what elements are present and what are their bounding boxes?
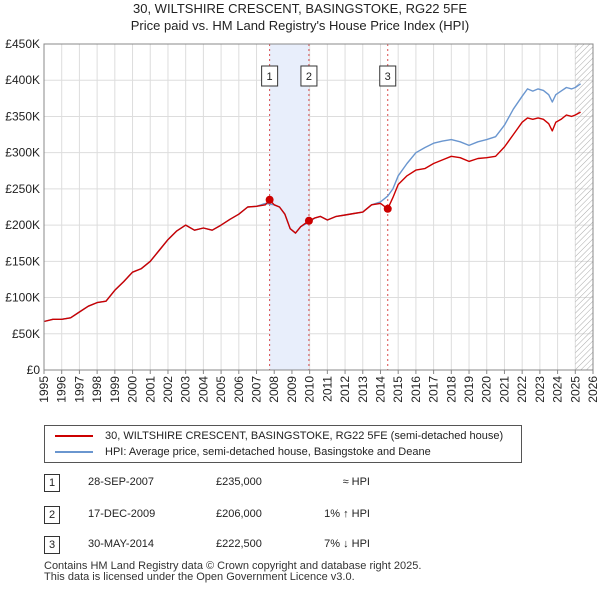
sale-label: 3: [385, 71, 391, 83]
legend-label-hpi: HPI: Average price, semi-detached house,…: [105, 446, 431, 458]
x-tick-label: 2011: [320, 376, 334, 402]
x-tick-label: 2020: [480, 376, 494, 403]
legend-item-price: 30, WILTSHIRE CRESCENT, BASINGSTOKE, RG2…: [55, 430, 503, 442]
sale-point: [265, 195, 274, 204]
transaction-date: 17-DEC-2009: [88, 508, 156, 520]
x-tick-label: 2009: [285, 376, 299, 403]
y-tick-label: £450K: [5, 37, 40, 51]
transaction-number: 2: [44, 506, 60, 524]
y-tick-label: £250K: [5, 182, 40, 196]
footer: Contains HM Land Registry data © Crown c…: [44, 561, 421, 583]
sale-label-box: [261, 65, 279, 87]
sale-label-box: [379, 65, 397, 87]
x-tick-label: 2007: [250, 376, 264, 403]
transaction-row: 3 30-MAY-2014 £222,500 7% ↓ HPI: [0, 536, 600, 554]
x-tick-label: 2000: [126, 376, 140, 403]
x-tick-label: 2004: [196, 376, 210, 403]
transaction-date: 28-SEP-2007: [88, 476, 155, 488]
y-tick-label: £100K: [5, 291, 40, 305]
x-tick-label: 2019: [462, 376, 476, 403]
x-tick-label: 2002: [161, 376, 175, 403]
price-paid-line: [43, 111, 581, 323]
x-tick-label: 2013: [356, 376, 370, 403]
footer-licence: This data is licensed under the Open Gov…: [44, 571, 355, 583]
transaction-number: 3: [44, 536, 60, 554]
x-tick-label: 2024: [551, 376, 565, 403]
plot-frame: [43, 43, 594, 371]
x-tick-label: 2014: [373, 376, 387, 403]
transaction-hpi: 1% ↑ HPI: [324, 508, 370, 520]
x-tick-label: 1996: [55, 376, 69, 403]
x-tick-label: 2012: [338, 376, 352, 403]
transaction-price: £206,000: [216, 508, 262, 520]
x-tick-label: 2010: [303, 376, 317, 403]
x-tick-label: 2005: [214, 376, 228, 403]
legend-swatch-price: [55, 435, 93, 438]
sale-label-box: [300, 65, 318, 87]
transaction-price: £222,500: [216, 538, 262, 550]
y-tick-label: £350K: [5, 109, 40, 123]
x-tick-label: 2021: [497, 376, 511, 403]
chart-subtitle: Price paid vs. HM Land Registry's House …: [130, 18, 470, 33]
transaction-date: 30-MAY-2014: [88, 538, 155, 550]
transaction-row: 1 28-SEP-2007 £235,000 ≈ HPI: [0, 474, 600, 492]
x-tick-label: 2001: [143, 376, 157, 403]
forecast-hatch: [575, 44, 593, 370]
y-tick-label: £150K: [5, 254, 40, 268]
transaction-number: 1: [44, 474, 60, 492]
legend-label-price: 30, WILTSHIRE CRESCENT, BASINGSTOKE, RG2…: [105, 430, 504, 442]
y-tick-label: £0: [27, 363, 41, 377]
y-tick-label: £400K: [5, 73, 40, 87]
y-tick-label: £200K: [5, 218, 40, 232]
transaction-price: £235,000: [216, 476, 262, 488]
sale-point: [383, 204, 392, 213]
x-tick-label: 2022: [515, 376, 529, 403]
sale-point: [304, 216, 313, 225]
x-tick-label: 2015: [391, 376, 405, 403]
x-tick-label: 2026: [586, 376, 600, 403]
x-tick-label: 2023: [533, 376, 547, 403]
footer-copyright: Contains HM Land Registry data © Crown c…: [44, 560, 422, 572]
legend-swatch-hpi: [55, 451, 93, 454]
x-tick-label: 2016: [409, 376, 423, 403]
transaction-row: 2 17-DEC-2009 £206,000 1% ↑ HPI: [0, 506, 600, 524]
transaction-hpi: ≈ HPI: [342, 476, 370, 488]
x-tick-label: 1995: [37, 376, 51, 403]
x-tick-label: 2006: [232, 376, 246, 403]
x-tick-label: 2017: [427, 376, 441, 403]
y-tick-label: £300K: [5, 146, 40, 160]
y-tick-label: £50K: [12, 327, 40, 341]
x-tick-label: 1997: [72, 376, 86, 403]
sale-label: 2: [306, 71, 312, 83]
x-tick-label: 2008: [267, 376, 281, 403]
x-tick-label: 2003: [179, 376, 193, 403]
x-tick-label: 1998: [90, 376, 104, 403]
sale-label: 1: [267, 71, 273, 83]
legend-item-hpi: HPI: Average price, semi-detached house,…: [55, 446, 431, 458]
chart-title: 30, WILTSHIRE CRESCENT, BASINGSTOKE, RG2…: [133, 1, 467, 16]
price-chart: 1 2 3 £0 £50K £100K £150K £200K £250K £300K £350K…: [5, 37, 600, 403]
x-tick-label: 1999: [108, 376, 122, 403]
sale-period-band: [269, 44, 309, 370]
transaction-hpi: 7% ↓ HPI: [324, 538, 370, 550]
x-tick-label: 2025: [568, 376, 582, 403]
plot-area: [44, 44, 593, 370]
x-tick-label: 2018: [444, 376, 458, 403]
chart-legend: 30, WILTSHIRE CRESCENT, BASINGSTOKE, RG2…: [44, 425, 522, 463]
